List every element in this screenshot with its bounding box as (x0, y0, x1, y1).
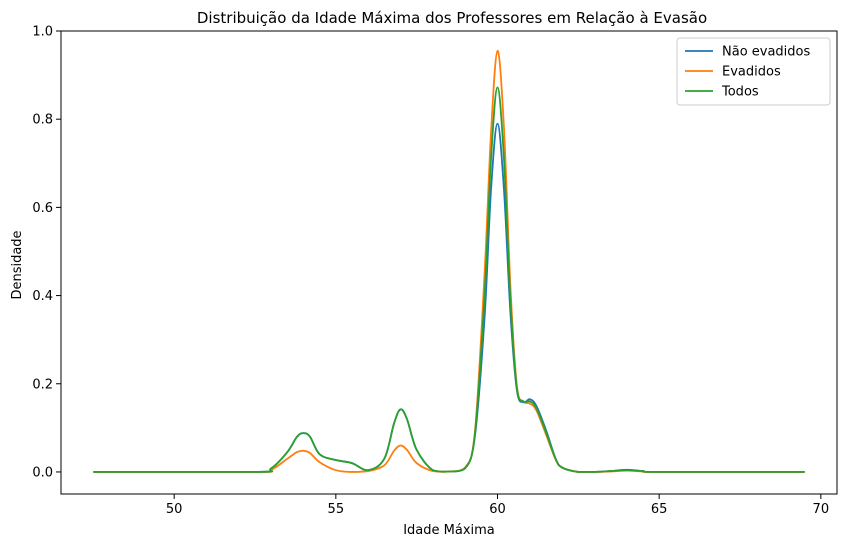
y-tick-label: 0.8 (32, 113, 53, 128)
x-tick-label: 50 (166, 502, 183, 517)
legend-label: Evadidos (722, 65, 781, 80)
legend-label: Todos (721, 85, 759, 100)
x-tick-label: 60 (489, 502, 506, 517)
y-tick-label: 0.4 (32, 289, 53, 304)
x-tick-label: 70 (813, 502, 830, 517)
x-axis-label: Idade Máxima (403, 523, 495, 538)
plot-area-frame (60, 30, 838, 495)
series-line-0 (93, 122, 805, 473)
legend: Não evadidos Evadidos Todos (676, 37, 831, 106)
x-tick-label: 55 (328, 502, 345, 517)
series-line-2 (93, 86, 805, 473)
legend-label: Não evadidos (722, 45, 811, 60)
legend-box (676, 37, 831, 106)
y-tick-label: 0.6 (32, 201, 53, 216)
y-axis-label: Densidade (10, 230, 25, 299)
series-line-1 (93, 49, 805, 473)
y-tick-label: 1.0 (32, 25, 53, 40)
y-tick-label: 0.0 (32, 465, 53, 480)
x-tick-label: 65 (651, 502, 668, 517)
chart-title: Distribuição da Idade Máxima dos Profess… (197, 9, 707, 27)
y-tick-label: 0.2 (32, 377, 53, 392)
